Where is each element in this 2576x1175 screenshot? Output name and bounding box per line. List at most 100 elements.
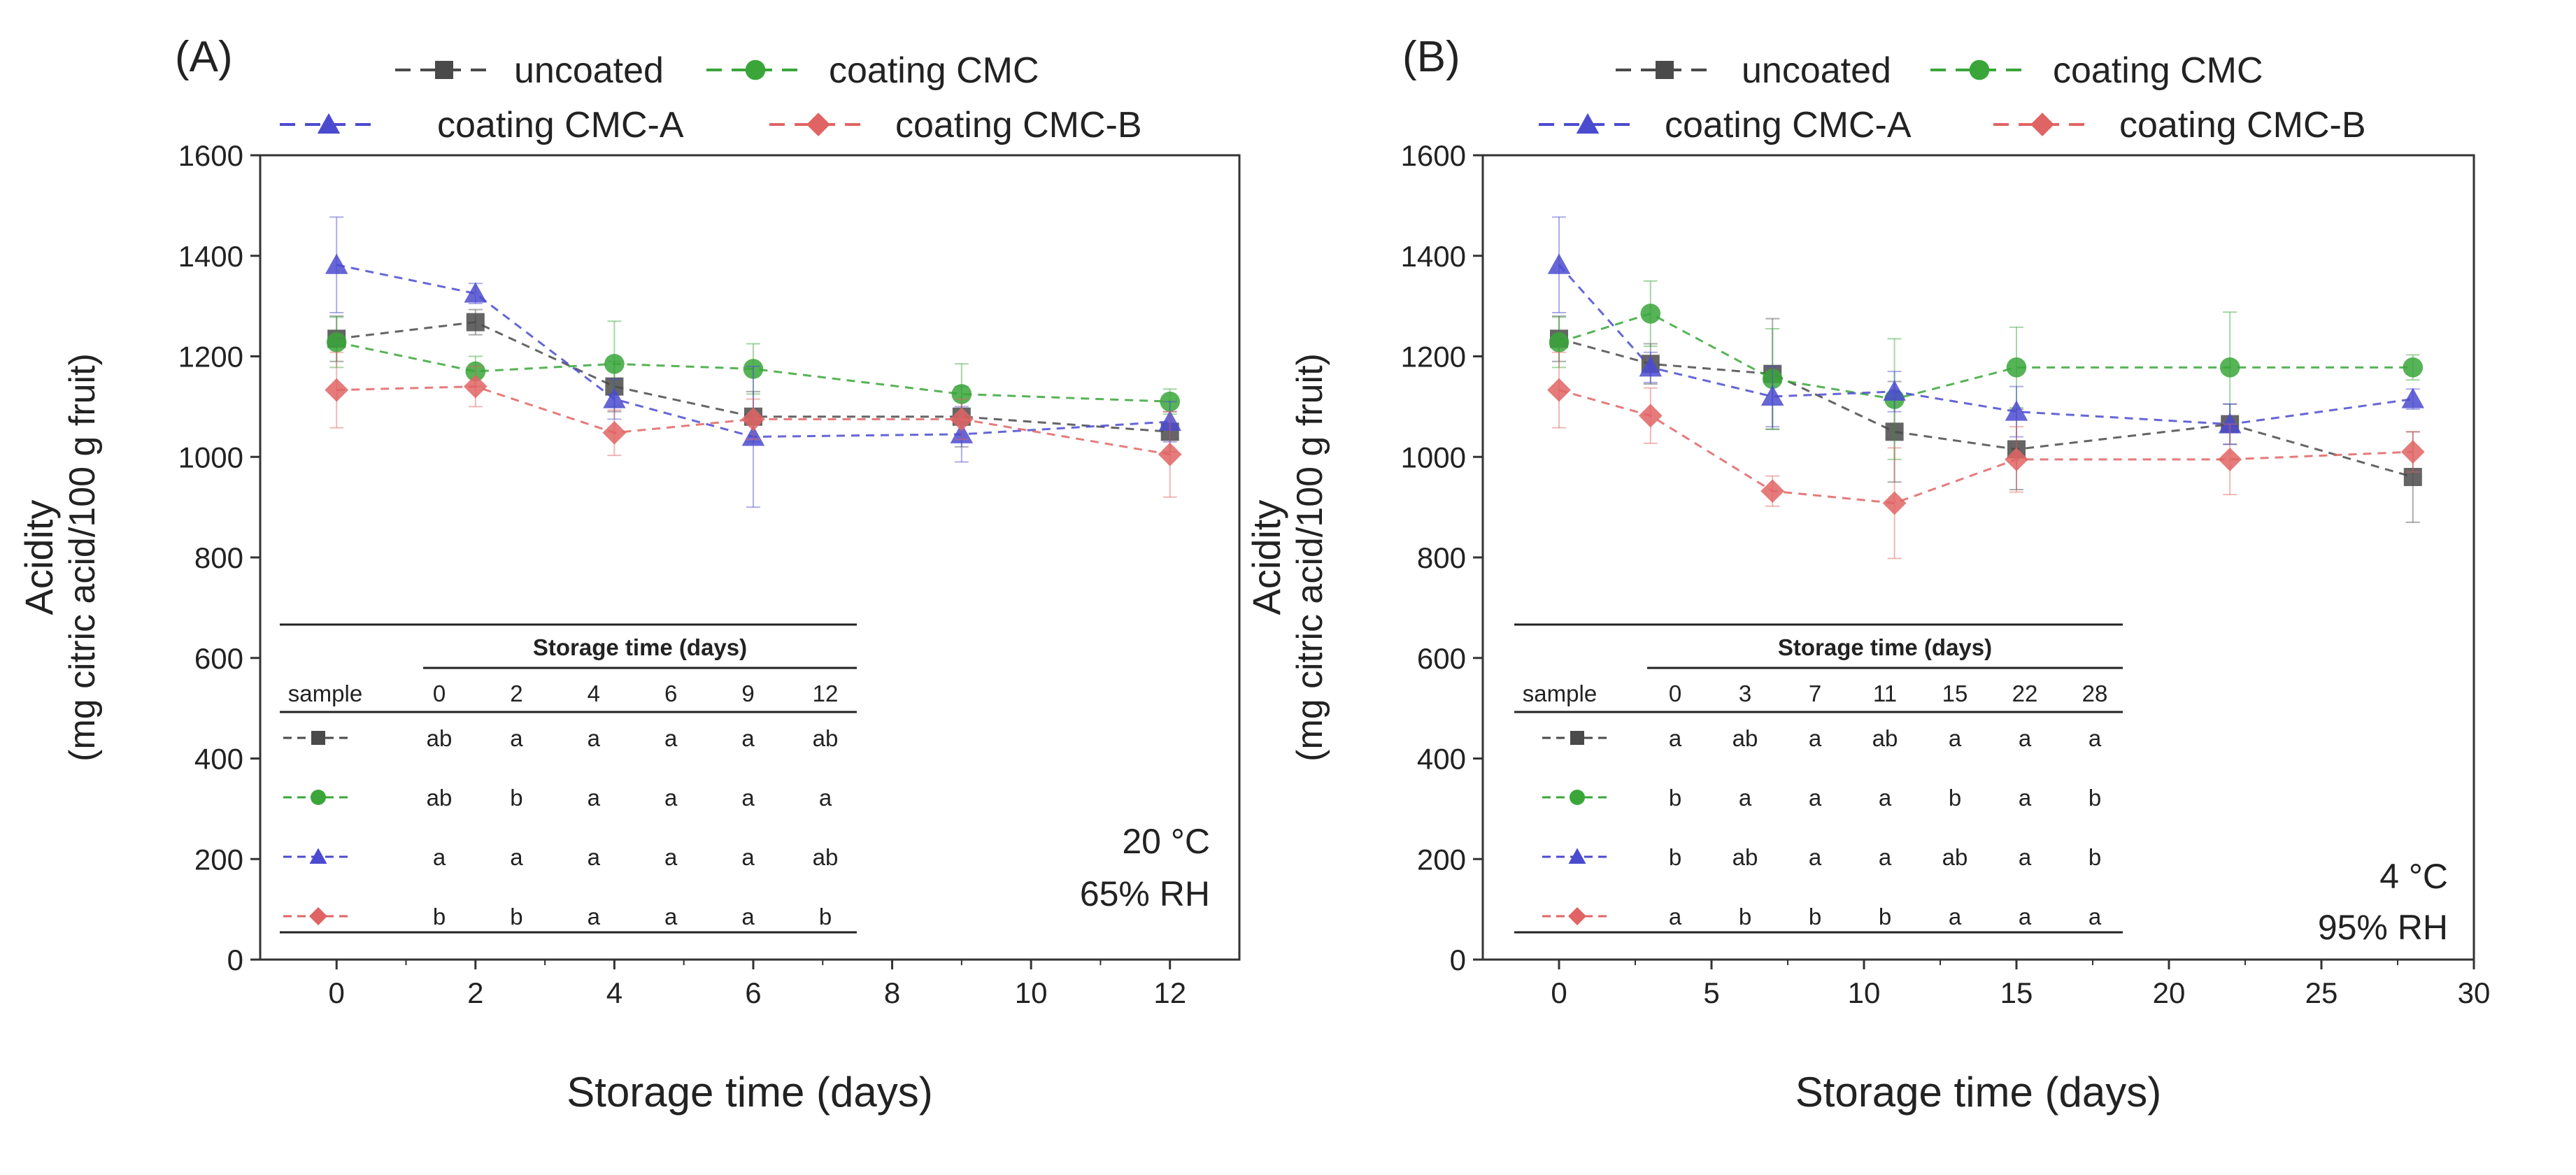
legend: uncoated coating CMC coating CMC-A coating …	[280, 50, 1142, 145]
table-cell: a	[588, 844, 601, 870]
legend-marker	[745, 59, 766, 80]
data-point	[2403, 357, 2424, 378]
table-cell: a	[433, 844, 446, 870]
table-cell: a	[1949, 725, 1962, 751]
table-cell: a	[741, 725, 755, 751]
table-cell: b	[1879, 904, 1891, 930]
legend-marker	[1969, 59, 1990, 80]
data-point	[1885, 422, 1904, 441]
table-cell: b	[2088, 785, 2101, 811]
x-tick-label: 0	[329, 976, 345, 1009]
x-tick-label: 25	[2305, 976, 2338, 1009]
y-tick-label: 200	[194, 843, 243, 876]
data-point	[1883, 380, 1906, 401]
table-cell: a	[664, 725, 678, 751]
plot-frame	[1481, 154, 2475, 961]
chart-panel-a: (A) 0 200 400 600 800 1000 1200 1400 1600 0 2 4 6 8 10 1…	[17, 33, 1241, 1116]
y-tick-label: 800	[194, 541, 243, 574]
data-point	[2400, 440, 2425, 464]
y-axis-title: Acidity	[17, 500, 61, 615]
data-point	[2005, 400, 2028, 421]
table-cell: b	[1669, 785, 1681, 811]
table-cell: b	[510, 904, 522, 930]
y-tick-label: 1400	[178, 240, 243, 273]
table-cell: a	[588, 725, 601, 751]
table-cell: a	[1949, 904, 1962, 930]
y-tick-label: 1600	[1401, 139, 1466, 172]
y-tick-label: 400	[1417, 743, 1466, 776]
data-point	[1640, 304, 1661, 324]
data-point	[1158, 442, 1182, 467]
x-axis-title: Storage time (days)	[1795, 1069, 2162, 1116]
legend: uncoated coating CMC coating CMC-A coating …	[1539, 50, 2366, 145]
table-cell: a	[1669, 725, 1682, 751]
condition-temperature: 20 °C	[1122, 822, 1210, 861]
table-cell: ab	[427, 785, 453, 811]
legend-label: coating CMC-A	[1665, 105, 1912, 145]
y-tick-label: 600	[194, 642, 243, 675]
data-point	[325, 253, 348, 274]
data-point	[2005, 447, 2028, 471]
legend-label: coating CMC-A	[437, 105, 684, 145]
legend-marker	[1576, 113, 1600, 134]
y-tick-label: 400	[194, 743, 243, 776]
table-sample-marker	[311, 790, 326, 805]
x-tick-label: 6	[745, 976, 761, 1009]
series-coating-cmc-a	[325, 216, 1181, 508]
data-point	[465, 361, 486, 382]
table-cell: a	[1879, 844, 1892, 870]
data-point	[604, 353, 625, 374]
table-cell: ab	[1732, 844, 1758, 870]
data-point	[1547, 253, 1571, 274]
table-cell: a	[2019, 785, 2032, 811]
series-line	[336, 341, 1170, 403]
table-cell: b	[819, 904, 832, 930]
table-column-header: 7	[1809, 681, 1821, 706]
x-tick-label: 12	[1153, 976, 1186, 1009]
table-cell: a	[2088, 725, 2102, 751]
table-cell: b	[1669, 844, 1681, 870]
data-point	[2218, 413, 2242, 434]
legend-marker	[1656, 61, 1674, 79]
series-line	[1558, 264, 2414, 426]
table-cell: b	[510, 785, 522, 811]
y-axis-subtitle: (mg citric acid/100 g fruit)	[1290, 353, 1330, 762]
data-point	[1547, 378, 1571, 402]
data-point	[2403, 468, 2422, 486]
legend-label: uncoated	[514, 50, 664, 91]
data-point	[466, 313, 485, 332]
data-point	[602, 420, 627, 445]
data-point	[1760, 479, 1785, 504]
table-sample-marker	[1570, 731, 1584, 745]
series-line	[336, 385, 1170, 456]
table-cell: ab	[813, 844, 839, 870]
data-point	[464, 282, 488, 303]
x-tick-label: 20	[2153, 976, 2186, 1009]
table-cell: ab	[813, 725, 839, 751]
table-cell: a	[2019, 904, 2032, 930]
x-tick-label: 4	[606, 976, 622, 1009]
table-cell: a	[2088, 904, 2102, 930]
condition-humidity: 95% RH	[2318, 908, 2448, 947]
y-tick-label: 1200	[1401, 341, 1466, 373]
series-coating-cmc	[1549, 280, 2424, 460]
legend-label: coating CMC	[2053, 50, 2263, 91]
table-cell: a	[664, 844, 678, 870]
table-cell: a	[1809, 785, 1822, 811]
table-cell: ab	[1942, 844, 1968, 870]
data-point	[743, 359, 764, 379]
y-tick-label: 800	[1417, 541, 1466, 574]
data-point	[2006, 357, 2027, 378]
data-point	[1760, 385, 1784, 406]
series-line	[336, 264, 1170, 439]
panel-label: (B)	[1402, 33, 1460, 81]
table-cell: a	[2019, 844, 2032, 870]
x-tick-label: 15	[2000, 976, 2033, 1009]
legend-label: coating CMC	[829, 50, 1039, 91]
table-cell: b	[433, 904, 446, 930]
x-axis-title: Storage time (days)	[567, 1069, 933, 1116]
series-coating-cmc	[326, 316, 1181, 425]
data-point	[1639, 356, 1663, 377]
y-tick-label: 1600	[178, 139, 243, 172]
